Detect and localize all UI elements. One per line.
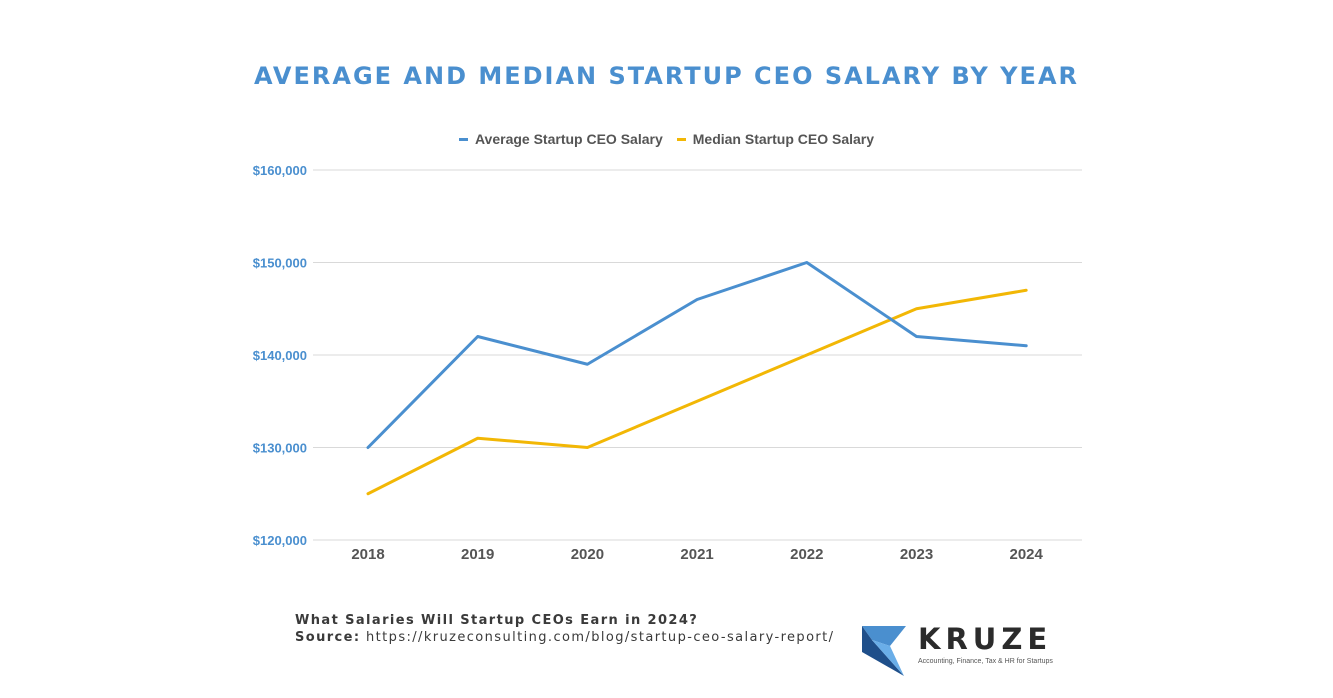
kruze-logo: KRUZE Accounting, Finance, Tax & HR for … xyxy=(860,622,1053,682)
chart-footer: What Salaries Will Startup CEOs Earn in … xyxy=(295,612,834,646)
source-label: Source: xyxy=(295,630,361,645)
legend-item-average: Average Startup CEO Salary xyxy=(458,131,663,147)
x-tick-label: 2024 xyxy=(1010,546,1044,563)
logo-wordmark: KRUZE xyxy=(918,622,1053,656)
chart-title: AVERAGE AND MEDIAN STARTUP CEO SALARY BY… xyxy=(253,62,1079,90)
y-tick-label: $140,000 xyxy=(253,348,307,363)
source-url[interactable]: https://kruzeconsulting.com/blog/startup… xyxy=(366,630,835,645)
legend-label-average: Average Startup CEO Salary xyxy=(474,131,663,147)
y-tick-label: $120,000 xyxy=(253,533,307,548)
x-tick-label: 2019 xyxy=(461,546,494,563)
legend-item-median: Median Startup CEO Salary xyxy=(676,131,875,147)
logo-tagline: Accounting, Finance, Tax & HR for Startu… xyxy=(918,658,1053,665)
y-tick-label: $130,000 xyxy=(253,441,307,456)
kruze-logo-mark-icon xyxy=(862,626,906,676)
legend-label-median: Median Startup CEO Salary xyxy=(692,131,875,147)
y-tick-label: $160,000 xyxy=(253,163,307,178)
legend-swatch-median xyxy=(676,137,686,141)
legend-swatch-average xyxy=(458,137,468,141)
y-tick-label: $150,000 xyxy=(253,256,307,271)
x-tick-label: 2018 xyxy=(351,546,384,563)
footer-heading: What Salaries Will Startup CEOs Earn in … xyxy=(295,613,699,628)
series-line-average xyxy=(366,261,1028,449)
x-tick-label: 2023 xyxy=(900,546,933,563)
footer-source: Source: https://kruzeconsulting.com/blog… xyxy=(295,629,834,646)
x-tick-label: 2021 xyxy=(680,546,713,563)
chart-legend: Average Startup CEO Salary Median Startu… xyxy=(0,131,1333,147)
series-line-median xyxy=(366,288,1028,496)
x-tick-label: 2022 xyxy=(790,546,823,563)
x-tick-label: 2020 xyxy=(571,546,604,563)
